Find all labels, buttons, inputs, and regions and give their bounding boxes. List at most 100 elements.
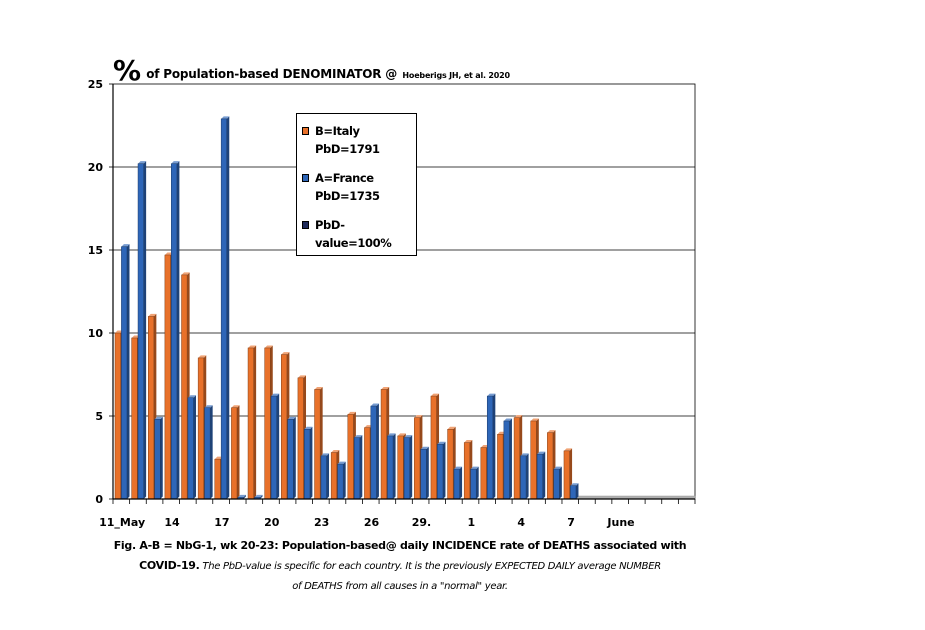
x-tick-label: 17 (214, 516, 229, 529)
bar-france (220, 116, 230, 500)
bar-france (287, 416, 296, 500)
bar-france-front (137, 163, 144, 500)
bar-france-front (337, 463, 344, 500)
caption-italic-text: The PbD-value is specific for each count… (199, 561, 661, 572)
bar-italy-top (181, 272, 190, 275)
bar-france-front (453, 468, 460, 500)
bar-france-side (260, 494, 263, 499)
bar-france-top (487, 393, 496, 397)
bar-france-top (337, 461, 346, 465)
bar-france-top (387, 433, 396, 436)
figure-caption-line-2: COVID-19. The PbD-value is specific for … (80, 556, 720, 577)
bar-france-top (420, 446, 429, 450)
bar-france (171, 161, 180, 500)
bar-france-top (254, 494, 263, 498)
bar-italy-top (530, 418, 539, 421)
bar-italy-front (347, 414, 354, 500)
bar-france-front (220, 118, 228, 500)
bar-italy-side (253, 345, 257, 499)
bar-italy-top (464, 440, 473, 443)
bar-france-side (326, 453, 330, 499)
bar-france-front (204, 407, 211, 500)
bar-france-front (437, 443, 444, 500)
x-tick-label: 26 (364, 516, 380, 529)
bar-italy-front (497, 434, 504, 500)
y-tick-label: 20 (88, 161, 104, 174)
bar-france-front (270, 395, 277, 500)
bar-france-side (393, 433, 396, 499)
x-tick-label: June (606, 516, 634, 529)
bar-france (470, 466, 479, 500)
bar-italy-front (297, 377, 304, 500)
bar-france-top (404, 435, 413, 438)
legend-swatch-france (302, 174, 309, 182)
bar-italy-front (264, 347, 271, 500)
bar-italy-front (397, 435, 404, 500)
bar-france (387, 433, 396, 500)
bar-france-top (138, 161, 147, 164)
bar-italy-top (497, 431, 506, 435)
bar-italy-top (248, 345, 257, 348)
bar-france (503, 418, 512, 500)
bar-france-top (221, 116, 230, 119)
bar-france-front (403, 437, 410, 500)
bar-france-side (276, 393, 280, 499)
bar-france-side (509, 418, 512, 499)
bar-italy-front (563, 450, 570, 500)
bar-france-front (387, 435, 394, 500)
bar-italy-front (164, 254, 171, 500)
bar-france-front (353, 437, 361, 500)
x-tick-label: 4 (517, 516, 525, 529)
bar-france-top (304, 426, 313, 430)
bar-italy-top (148, 313, 157, 317)
x-tick-label: 14 (164, 516, 180, 529)
bar-italy-top (297, 375, 307, 378)
legend-item-france: A=France PbD=1735 (302, 169, 380, 205)
bar-france (570, 483, 579, 500)
bar-italy-front (114, 332, 121, 500)
bar-france-front (154, 419, 161, 500)
caption-italic-text: of DEATHS from all causes in a "normal" … (292, 581, 508, 592)
bar-france (154, 416, 163, 500)
bar-italy-front (330, 452, 338, 500)
bar-france-side (359, 435, 363, 499)
legend-item-italy: B=Italy PbD=1791 (302, 122, 380, 158)
y-tick-label: 25 (88, 78, 103, 91)
bar-france-top (537, 451, 546, 455)
bar-italy-top (264, 345, 273, 348)
bar-france-side (160, 416, 163, 499)
bar-italy-front (231, 407, 238, 500)
bar-france-top (154, 416, 163, 420)
bar-france-front (121, 246, 128, 500)
bar-france-top (520, 453, 529, 456)
bar-france (370, 403, 379, 500)
bar-france (187, 395, 197, 500)
figure-caption-line-1: Fig. A-B = NbG-1, wk 20-23: Population-b… (80, 536, 720, 556)
bar-france (304, 426, 313, 500)
legend-swatch-italy (302, 127, 309, 135)
bar-france (353, 435, 363, 500)
figure-caption-line-3: of DEATHS from all causes in a "normal" … (80, 576, 720, 597)
bar-france-side (309, 426, 313, 499)
bar-italy-front (364, 427, 371, 500)
bar-italy-front (181, 274, 188, 500)
bar-france-side (409, 435, 413, 499)
legend-label: A=France (315, 171, 374, 185)
bar-france-top (553, 466, 562, 470)
bar-france-top (187, 395, 197, 398)
bar-italy-top (414, 415, 423, 418)
bar-france-side (376, 403, 379, 499)
bar-france-front (503, 420, 510, 500)
bar-italy-top (364, 425, 373, 428)
bar-france-top (470, 466, 479, 470)
bar-france-front (420, 448, 427, 500)
bar-italy-front (530, 420, 537, 500)
bar-france-side (176, 161, 180, 499)
bar-france-top (204, 405, 213, 408)
bar-italy-top (514, 415, 523, 418)
bar-france-front (486, 395, 494, 500)
bar-france (437, 441, 446, 500)
bar-france-side (559, 466, 562, 499)
bar-france-front (171, 163, 178, 500)
